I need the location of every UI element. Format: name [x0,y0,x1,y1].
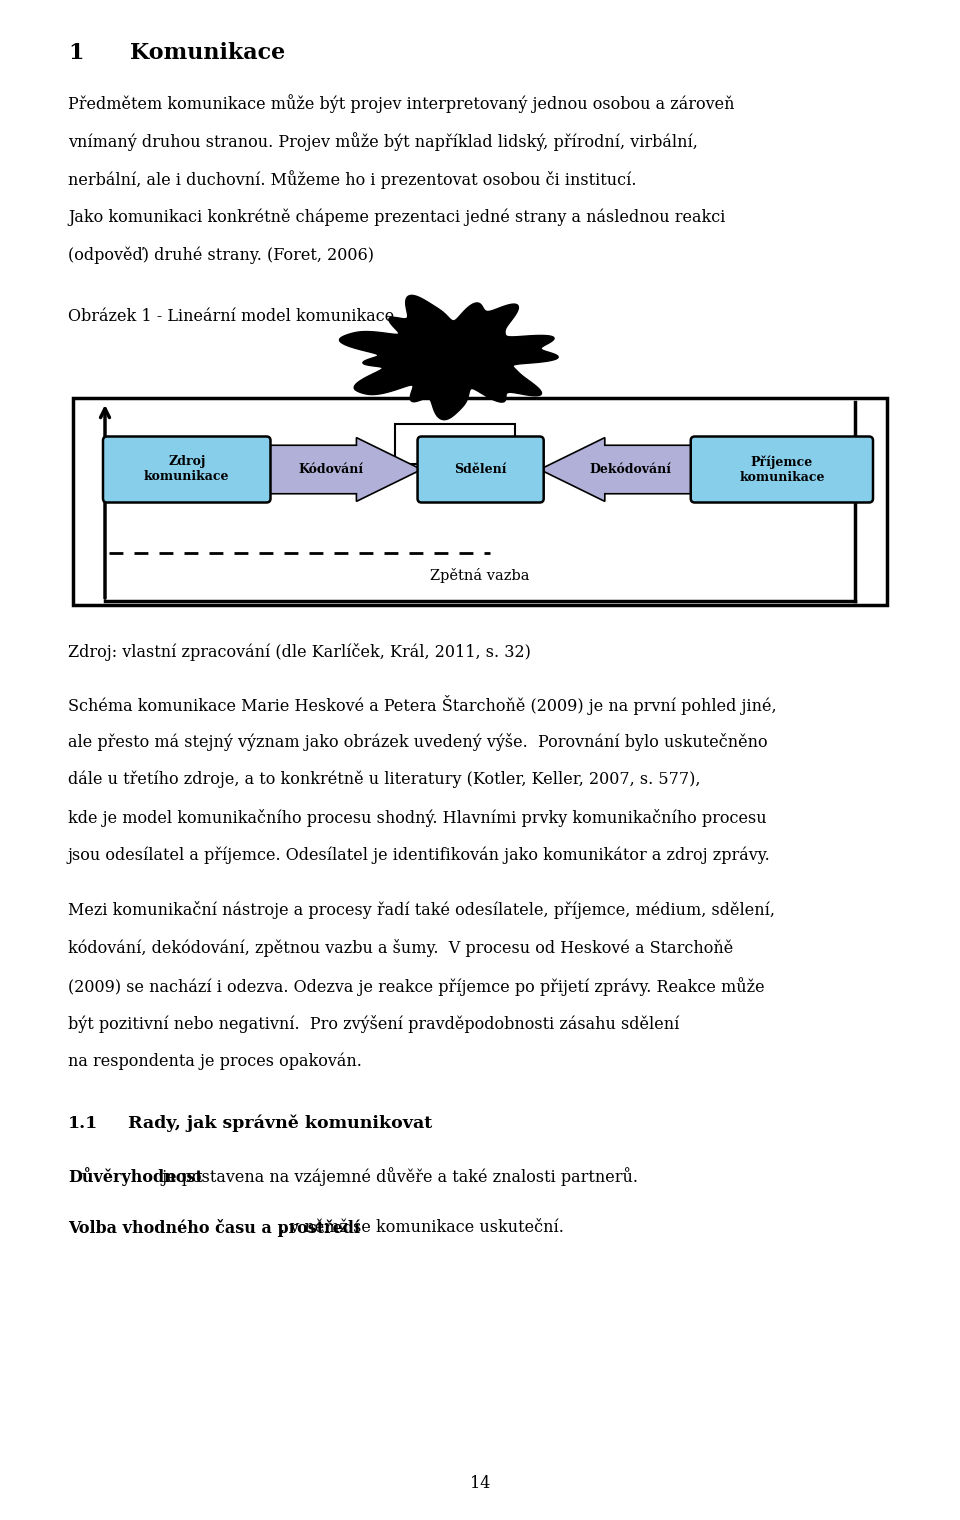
Text: 14: 14 [469,1474,491,1493]
Bar [73,398,887,605]
Polygon shape [540,438,695,502]
Text: 1: 1 [68,43,84,64]
FancyBboxPatch shape [103,436,271,503]
Text: ŠUM: ŠUM [431,331,468,345]
Text: Jako komunikaci konkrétně chápeme prezentaci jedné strany a následnou reakci: Jako komunikaci konkrétně chápeme prezen… [68,208,726,225]
Text: je postavena na vzájemné důvěře a také znalosti partnerů.: je postavena na vzájemné důvěře a také z… [157,1167,638,1186]
Text: Zdroj
komunikace: Zdroj komunikace [144,456,229,483]
Text: nerbální, ale i duchovní. Můžeme ho i prezentovat osobou či institucí.: nerbální, ale i duchovní. Můžeme ho i pr… [68,170,636,188]
Text: vnímaný druhou stranou. Projev může být například lidský, přírodní, virbální,: vnímaný druhou stranou. Projev může být … [68,132,698,150]
Text: Dekódování: Dekódování [589,464,671,476]
Polygon shape [267,438,421,502]
Text: Volba vhodného času a prostředí: Volba vhodného času a prostředí [68,1219,360,1237]
Text: Zpětná vazba: Zpětná vazba [430,568,530,584]
Polygon shape [340,295,558,420]
Text: kódování, dekódování, zpětnou vazbu a šumy.  V procesu od Heskové a Starchoňě: kódování, dekódování, zpětnou vazbu a šu… [68,939,733,958]
Text: kde je model komunikačního procesu shodný. Hlavními prvky komunikačního procesu: kde je model komunikačního procesu shodn… [68,809,767,827]
Text: (odpověď) druhé strany. (Foret, 2006): (odpověď) druhé strany. (Foret, 2006) [68,246,374,263]
FancyBboxPatch shape [418,436,543,503]
FancyBboxPatch shape [691,436,873,503]
Text: Předmětem komunikace může být projev interpretovaný jednou osobou a zároveň: Předmětem komunikace může být projev int… [68,94,734,112]
Text: Zdroj: vlastní zpracování (dle Karlíček, Král, 2011, s. 32): Zdroj: vlastní zpracování (dle Karlíček,… [68,643,531,661]
Text: (2009) se nachází i odezva. Odezva je reakce příjemce po přijetí zprávy. Reakce : (2009) se nachází i odezva. Odezva je re… [68,977,764,996]
Text: 1.1: 1.1 [68,1116,98,1132]
Text: Schéma komunikace Marie Heskové a Petera Štarchoňě (2009) je na první pohled jin: Schéma komunikace Marie Heskové a Petera… [68,695,777,714]
Text: Rady, jak správně komunikovat: Rady, jak správně komunikovat [128,1116,432,1132]
Text: Sdělení: Sdělení [454,464,507,476]
Text: ale přesto má stejný význam jako obrázek uvedený výše.  Porovnání bylo uskutečně: ale přesto má stejný význam jako obrázek… [68,733,768,751]
Text: jsou odesílatel a příjemce. Odesílatel je identifikován jako komunikátor a zdroj: jsou odesílatel a příjemce. Odesílatel j… [68,847,771,865]
Text: Komunikace: Komunikace [130,43,285,64]
Text: Kódování: Kódování [299,464,364,476]
Text: Obrázek 1 - Lineární model komunikace: Obrázek 1 - Lineární model komunikace [68,309,395,325]
Text: , v němž se komunikace uskuteční.: , v němž se komunikace uskuteční. [280,1219,564,1236]
Text: na respondenta je proces opakován.: na respondenta je proces opakován. [68,1053,362,1070]
Text: Příjemce
komunikace: Příjemce komunikace [739,456,825,483]
Text: Médium: Médium [421,436,489,450]
Text: Důvěryhodnost: Důvěryhodnost [68,1167,203,1186]
Text: být pozitivní nebo negativní.  Pro zvýšení pravděpodobnosti zásahu sdělení: být pozitivní nebo negativní. Pro zvýšen… [68,1015,680,1034]
FancyBboxPatch shape [395,424,515,464]
Text: Mezi komunikační nástroje a procesy řadí také odesílatele, příjemce, médium, sdě: Mezi komunikační nástroje a procesy řadí… [68,901,775,920]
Text: dále u třetího zdroje, a to konkrétně u literatury (Kotler, Keller, 2007, s. 577: dále u třetího zdroje, a to konkrétně u … [68,771,701,789]
